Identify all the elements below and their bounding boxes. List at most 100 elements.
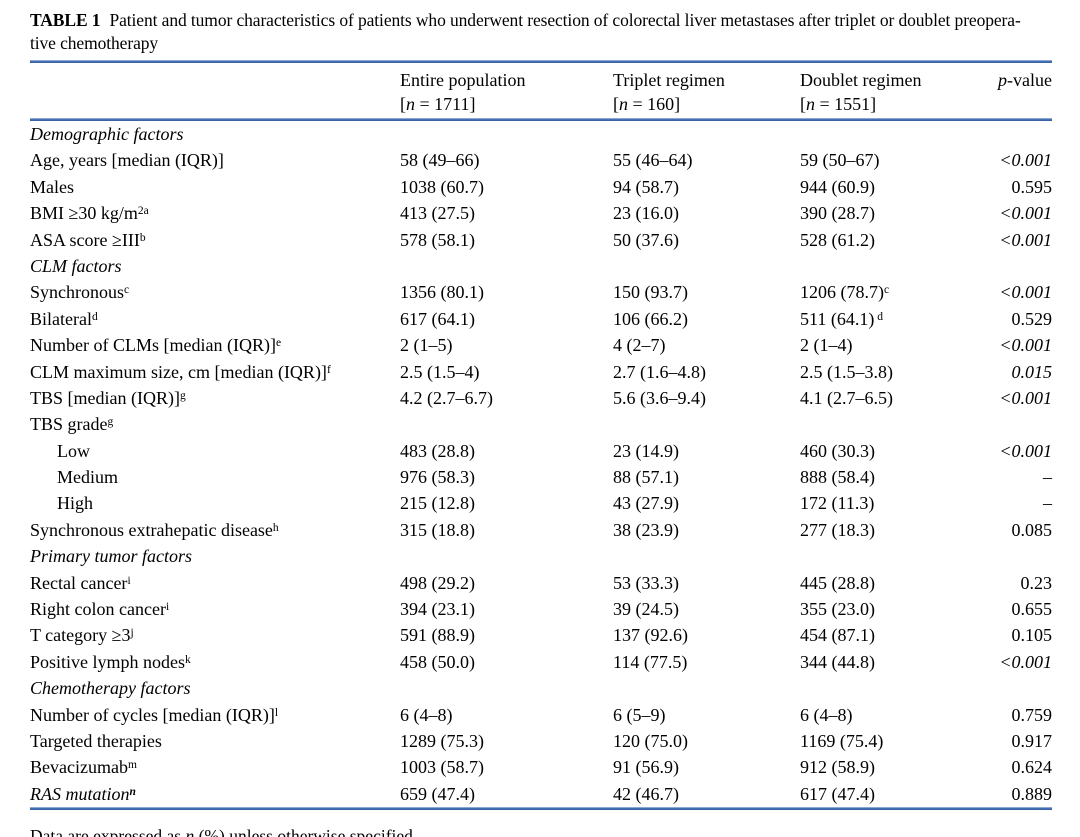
footnote-marker: n bbox=[129, 785, 136, 798]
row-label: Primary tumor factors bbox=[30, 546, 192, 567]
footnote-marker: 2a bbox=[137, 205, 149, 217]
cell-triplet: 23 (14.9) bbox=[613, 440, 679, 461]
cell-entire bbox=[400, 675, 613, 701]
cell-doublet: 59 (50–67) bbox=[800, 150, 880, 171]
table-row: Medium 976 (58.3) 88 (57.1) 888 (58.4) – bbox=[30, 464, 1052, 490]
cell-entire: 591 (88.9) bbox=[400, 625, 475, 646]
header-entire-population-name: Entire population bbox=[400, 70, 526, 90]
cell-doublet: 1206 (78.7)c bbox=[800, 282, 890, 303]
cell-doublet: 460 (30.3) bbox=[800, 440, 875, 461]
table-container: TABLE 1 Patient and tumor characteristics… bbox=[30, 0, 1052, 837]
cell-doublet: 528 (61.2) bbox=[800, 229, 875, 250]
cell-pvalue: 0.23 bbox=[1020, 572, 1053, 593]
table-row: Targeted therapies 1289 (75.3) 120 (75.0) 1… bbox=[30, 728, 1052, 754]
header-doublet-regimen-name: Doublet regimen bbox=[800, 70, 922, 90]
cell-doublet: 6 (4–8) bbox=[800, 704, 853, 725]
row-label: Synchronous extrahepatic diseaseh bbox=[30, 519, 279, 540]
row-label: Number of cycles [median (IQR)]l bbox=[30, 704, 279, 725]
table-header-row: Entire population [n = 1711] Triplet reg… bbox=[30, 63, 1052, 118]
table-row: Age, years [median (IQR)] 58 (49–66) 55 (4… bbox=[30, 147, 1052, 173]
footnote-marker: h bbox=[272, 521, 279, 534]
header-empty-cell bbox=[30, 68, 400, 116]
cell-pvalue bbox=[965, 543, 1052, 569]
row-label: High bbox=[57, 493, 93, 514]
table-row: RAS mutationn 659 (47.4) 42 (46.7) 617 (47.… bbox=[30, 781, 1052, 807]
row-label: CLM maximum size, cm [median (IQR)]f bbox=[30, 361, 331, 382]
italic-n: n bbox=[185, 826, 195, 837]
cell-doublet: 617 (47.4) bbox=[800, 783, 875, 804]
table-row: Bevacizumabm 1003 (58.7) 91 (56.9) 912 (58.… bbox=[30, 754, 1052, 780]
table-caption-line1: Patient and tumor characteristics of pat… bbox=[109, 10, 1021, 30]
footnote-marker: i bbox=[165, 600, 170, 613]
footnote-marker: b bbox=[139, 231, 146, 244]
row-label: Bevacizumabm bbox=[30, 757, 137, 778]
cell-entire: 617 (64.1) bbox=[400, 308, 475, 329]
cell-triplet: 38 (23.9) bbox=[613, 519, 679, 540]
footnote-marker: f bbox=[326, 363, 331, 376]
table-row: BMI ≥30 kg/m2a 413 (27.5) 23 (16.0) 390 (28… bbox=[30, 200, 1052, 226]
header-doublet-regimen-n: [n = 1551] bbox=[800, 94, 877, 114]
row-label: TBS gradeg bbox=[30, 414, 114, 435]
cell-pvalue bbox=[965, 411, 1052, 437]
header-doublet-regimen: Doublet regimen [n = 1551] bbox=[800, 68, 965, 116]
cell-pvalue: 0.595 bbox=[1011, 176, 1053, 197]
cell-doublet: 944 (60.9) bbox=[800, 176, 875, 197]
footnote-marker: l bbox=[274, 706, 279, 719]
cell-triplet bbox=[613, 543, 800, 569]
cell-pvalue: <0.001 bbox=[999, 387, 1052, 408]
table-body: Demographic factors Age, years [median (I… bbox=[30, 121, 1052, 807]
header-triplet-regimen: Triplet regimen [n = 160] bbox=[613, 68, 800, 116]
cell-triplet: 91 (56.9) bbox=[613, 757, 679, 778]
cell-pvalue: <0.001 bbox=[999, 440, 1052, 461]
table-row: Positive lymph nodesk 458 (50.0) 114 (77.5… bbox=[30, 649, 1052, 675]
footnote-marker: c bbox=[884, 284, 890, 297]
cell-entire: 1289 (75.3) bbox=[400, 730, 484, 751]
table-row: Number of CLMs [median (IQR)]e 2 (1–5) 4 (… bbox=[30, 332, 1052, 358]
row-label: CLM factors bbox=[30, 255, 122, 276]
italic-n: n bbox=[619, 94, 628, 114]
cell-triplet: 39 (24.5) bbox=[613, 599, 679, 620]
row-label: Chemotherapy factors bbox=[30, 678, 191, 699]
cell-triplet bbox=[613, 121, 800, 147]
cell-entire: 1038 (60.7) bbox=[400, 176, 484, 197]
row-label: Rectal canceri bbox=[30, 572, 131, 593]
cell-pvalue: – bbox=[1043, 493, 1052, 514]
cell-doublet: 1169 (75.4) bbox=[800, 730, 884, 751]
cell-pvalue: 0.085 bbox=[1011, 519, 1053, 540]
cell-pvalue: <0.001 bbox=[999, 651, 1052, 672]
cell-pvalue bbox=[965, 675, 1052, 701]
cell-pvalue bbox=[965, 121, 1052, 147]
row-label: Synchronousc bbox=[30, 282, 130, 303]
row-label: Demographic factors bbox=[30, 124, 184, 144]
cell-doublet: 355 (23.0) bbox=[800, 599, 875, 620]
cell-entire: 498 (29.2) bbox=[400, 572, 475, 593]
cell-doublet: 4.1 (2.7–6.5) bbox=[800, 387, 893, 408]
table-row: High 215 (12.8) 43 (27.9) 172 (11.3) – bbox=[30, 490, 1052, 516]
table-row: Primary tumor factors bbox=[30, 543, 1052, 569]
table-footnote: Data are expressed as n (%) unless other… bbox=[30, 825, 1052, 837]
cell-doublet bbox=[800, 121, 965, 147]
cell-entire: 458 (50.0) bbox=[400, 651, 475, 672]
cell-entire: 659 (47.4) bbox=[400, 783, 475, 804]
cell-entire: 58 (49–66) bbox=[400, 150, 480, 171]
cell-pvalue: <0.001 bbox=[999, 282, 1052, 303]
footnote-marker: e bbox=[275, 336, 282, 349]
cell-entire: 1003 (58.7) bbox=[400, 757, 484, 778]
cell-entire: 315 (18.8) bbox=[400, 519, 475, 540]
table-row: CLM factors bbox=[30, 253, 1052, 279]
cell-doublet: 344 (44.8) bbox=[800, 651, 875, 672]
footnote-marker: c bbox=[124, 284, 130, 297]
cell-pvalue: <0.001 bbox=[999, 229, 1052, 250]
footnote-marker: j bbox=[130, 627, 134, 640]
footnote-marker: g bbox=[179, 389, 186, 402]
table-row: Bilaterald 617 (64.1) 106 (66.2) 511 (64.1)… bbox=[30, 306, 1052, 332]
footnote-marker: g bbox=[107, 416, 114, 429]
cell-triplet bbox=[613, 253, 800, 279]
table-row: CLM maximum size, cm [median (IQR)]f 2.5 … bbox=[30, 359, 1052, 385]
row-label: T category ≥3j bbox=[30, 625, 134, 646]
row-label: Targeted therapies bbox=[30, 730, 162, 751]
cell-triplet: 43 (27.9) bbox=[613, 493, 679, 514]
cell-doublet: 511 (64.1) d bbox=[800, 308, 883, 329]
header-entire-population-n: [n = 1711] bbox=[400, 94, 476, 114]
cell-doublet: 454 (87.1) bbox=[800, 625, 875, 646]
